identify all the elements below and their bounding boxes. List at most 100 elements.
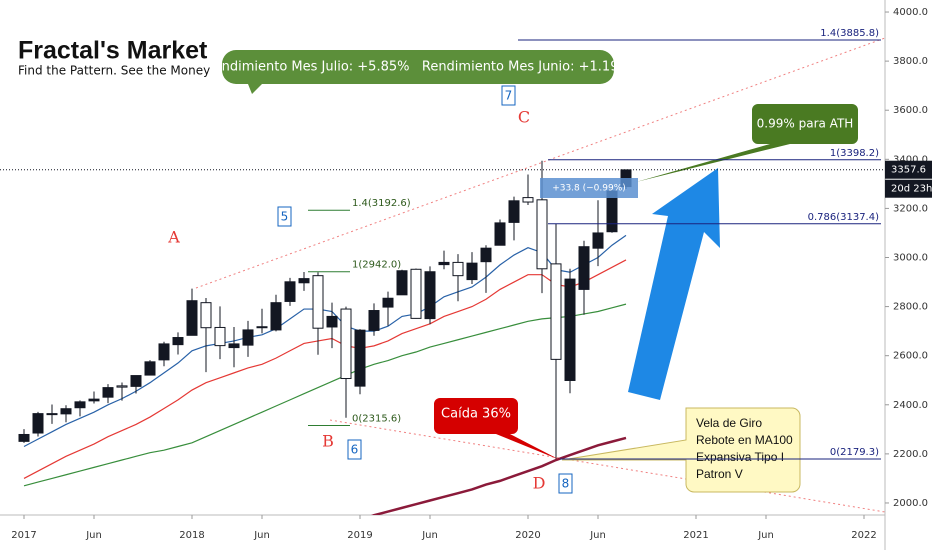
wave-number-box (277, 206, 292, 227)
candle-body (242, 329, 254, 346)
fib-label: 1(2942.0) (352, 260, 401, 271)
x-tick-label: 2017 (11, 530, 36, 541)
countdown: 20d 23h (891, 184, 932, 195)
candle-body (578, 246, 590, 290)
candle-body (480, 247, 492, 263)
candle-body (214, 326, 226, 347)
ath-note: 0.99% para ATH (757, 117, 854, 131)
moving-average (23, 234, 627, 448)
candle-body (74, 401, 86, 409)
wave-number: 8 (562, 477, 570, 491)
fib-label: 0(2315.6) (352, 414, 401, 425)
title: Fractal's Market (18, 37, 208, 65)
candle-body (508, 200, 520, 223)
candle-body (46, 413, 58, 416)
candle-body (368, 310, 380, 331)
measure-box (540, 178, 638, 198)
x-tick-label: Jun (253, 530, 270, 541)
crash-bubble (434, 398, 560, 460)
candle-body (270, 302, 282, 331)
note-box (561, 407, 801, 493)
x-tick-label: 2020 (515, 530, 540, 541)
fib-label: 1.4(3885.8) (820, 28, 879, 39)
candle-body (550, 263, 562, 360)
moving-average (370, 436, 627, 515)
ath-bubble (636, 104, 858, 182)
candle-body (536, 199, 548, 270)
candle-body (228, 343, 240, 349)
candle-body (382, 297, 394, 308)
candle-body (298, 278, 310, 284)
x-tick-label: 2022 (851, 530, 876, 541)
candle-body (424, 271, 436, 320)
x-tick-label: Jun (421, 530, 438, 541)
wave-number-box (558, 473, 573, 494)
fib-label: 1.4(3192.6) (352, 198, 411, 209)
candle-body (326, 315, 338, 328)
crash-note: Caída 36% (441, 407, 511, 422)
candle-body (256, 326, 268, 329)
candle-body (592, 232, 604, 249)
trend-line (329, 419, 886, 513)
moving-average (23, 259, 627, 479)
candle-body (564, 278, 576, 381)
candle-body (410, 268, 422, 319)
moving-average (23, 303, 627, 487)
wave-label: A (167, 228, 180, 247)
wave-number: 6 (351, 443, 359, 457)
y-tick-label: 3200.0 (893, 203, 928, 214)
candle-body (284, 281, 296, 302)
candle-body (102, 387, 114, 398)
banner-text: Rendimiento Mes Julio: +5.85% Rendimient… (205, 60, 631, 75)
x-tick-label: Jun (85, 530, 102, 541)
wave-label: B (322, 432, 334, 451)
note-line: Expansiva Tipo I (696, 450, 784, 464)
measure-text: +33.8 (−0.99%) (552, 184, 626, 194)
candle-body (494, 222, 506, 246)
wave-number-box (347, 439, 362, 460)
candle-body (144, 361, 156, 376)
countdown-tag (885, 179, 932, 198)
trend-line (195, 37, 886, 289)
price-tag (885, 160, 932, 179)
candle-body (396, 270, 408, 296)
y-tick-label: 4000.0 (893, 7, 928, 18)
fib-label: 0.786(3137.4) (808, 212, 880, 223)
fib-label: 1(3398.2) (830, 148, 879, 159)
wave-number: 5 (281, 210, 289, 224)
note-line: Vela de Giro (696, 416, 762, 430)
note-line: Patron V (696, 467, 743, 481)
y-tick-label: 2200.0 (893, 449, 928, 460)
x-tick-label: Jun (757, 530, 774, 541)
y-tick-label: 2400.0 (893, 400, 928, 411)
fib-label: 0(2179.3) (830, 447, 879, 458)
wave-number: 7 (505, 89, 513, 103)
candle-body (186, 300, 198, 336)
candle-body (466, 262, 478, 281)
x-tick-label: Jun (589, 530, 606, 541)
candle-body (522, 197, 534, 203)
candle-body (158, 343, 170, 361)
candle-body (32, 413, 44, 434)
candle-body (172, 337, 184, 346)
banner-bubble (222, 50, 614, 94)
x-tick-label: 2021 (683, 530, 708, 541)
candle-body (452, 261, 464, 277)
candle-body (340, 308, 352, 380)
x-tick-label: 2018 (179, 530, 204, 541)
candle-body (60, 408, 72, 415)
candle-body (130, 375, 142, 387)
y-tick-label: 3400.0 (893, 154, 928, 165)
y-tick-label: 3600.0 (893, 105, 928, 116)
candle-body (438, 261, 450, 266)
y-tick-label: 3000.0 (893, 253, 928, 264)
y-tick-label: 2800.0 (893, 302, 928, 313)
candle-body (18, 433, 30, 442)
candle-body (354, 329, 366, 387)
candle-body (88, 398, 100, 402)
subtitle: Find the Pattern. See the Money (18, 64, 210, 78)
candle-body (116, 385, 128, 388)
x-tick-label: 2019 (347, 530, 372, 541)
arrow (628, 168, 720, 400)
